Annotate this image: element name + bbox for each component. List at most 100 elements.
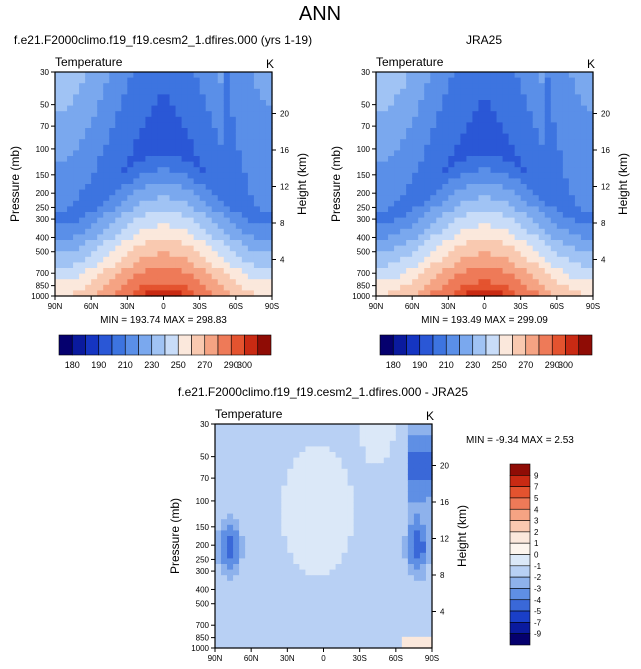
field-cell [520, 262, 528, 269]
field-cell [287, 424, 294, 431]
field-cell [425, 485, 433, 492]
field-cell [233, 452, 240, 459]
field-cell [562, 178, 570, 185]
field-cell [353, 541, 361, 548]
field-cell [175, 189, 183, 196]
field-cell [139, 128, 147, 135]
field-cell [91, 172, 98, 179]
field-cell [227, 558, 234, 565]
field-cell [265, 228, 273, 235]
field-cell [323, 468, 331, 475]
field-cell [133, 212, 140, 219]
field-cell [448, 284, 455, 291]
field-cell [61, 200, 68, 207]
field-cell [109, 128, 116, 135]
field-cell [466, 105, 474, 112]
field-cell [418, 178, 425, 185]
field-cell [359, 468, 367, 475]
field-cell [205, 88, 213, 95]
field-cell [217, 245, 225, 252]
field-cell [227, 608, 234, 615]
field-cell [472, 279, 480, 286]
colorbar-box [445, 334, 460, 356]
field-cell [520, 256, 528, 263]
field-cell [586, 100, 594, 107]
field-cell [568, 234, 576, 241]
field-cell [109, 223, 116, 230]
field-cell [454, 161, 461, 168]
field-cell [115, 256, 122, 263]
field-cell [121, 279, 128, 286]
field-cell [508, 150, 516, 157]
field-cell [121, 268, 128, 275]
field-cell [205, 105, 213, 112]
field-cell [253, 206, 261, 213]
field-cell [365, 496, 373, 503]
field-cell [520, 83, 528, 90]
field-cell [91, 262, 98, 269]
field-cell [371, 603, 379, 610]
field-cell [406, 161, 413, 168]
field-cell [305, 524, 313, 531]
field-cell [419, 592, 427, 599]
field-cell [67, 172, 74, 179]
field-cell [496, 268, 504, 275]
field-cell [544, 212, 552, 219]
field-cell [61, 150, 68, 157]
field-cell [574, 128, 582, 135]
field-cell [556, 100, 564, 107]
field-cell [133, 161, 140, 168]
field-cell [317, 491, 325, 498]
field-cell [121, 111, 128, 118]
field-cell [305, 457, 313, 464]
field-cell [259, 105, 267, 112]
field-cell [79, 128, 86, 135]
field-cell [365, 502, 373, 509]
field-cell [305, 575, 313, 582]
field-cell [359, 592, 367, 599]
field-cell [413, 569, 421, 576]
field-cell [67, 72, 74, 79]
field-cell [376, 245, 383, 252]
field-cell [412, 94, 419, 101]
field-cell [520, 212, 528, 219]
field-cell [556, 217, 564, 224]
field-cell [139, 234, 147, 241]
field-cell [163, 279, 171, 286]
field-cell [127, 122, 134, 129]
field-cell [544, 133, 552, 140]
field-cell [436, 150, 443, 157]
field-cell [425, 642, 433, 649]
field-cell [233, 608, 240, 615]
field-cell [145, 167, 153, 174]
field-cell [127, 83, 134, 90]
field-cell [407, 452, 415, 459]
field-cell [259, 144, 267, 151]
field-cell [448, 268, 455, 275]
field-cell [235, 217, 243, 224]
field-cell [335, 636, 343, 643]
field-cell [103, 77, 110, 84]
field-cell [199, 212, 207, 219]
field-cell [395, 480, 403, 487]
field-cell [502, 189, 510, 196]
field-cell [377, 575, 385, 582]
field-cell [145, 212, 153, 219]
field-cell [61, 268, 68, 275]
field-cell [520, 251, 528, 258]
field-cell [61, 178, 68, 185]
field-cell [227, 446, 234, 453]
field-cell [311, 547, 319, 554]
field-cell [353, 446, 361, 453]
field-cell [229, 72, 237, 79]
field-cell [329, 569, 337, 576]
field-cell [430, 105, 437, 112]
field-cell [109, 172, 116, 179]
field-cell [329, 603, 337, 610]
field-cell [109, 161, 116, 168]
field-cell [187, 240, 195, 247]
field-cell [568, 223, 576, 230]
field-cell [205, 234, 213, 241]
field-cell [323, 491, 331, 498]
lat-tick-label: 0 [482, 302, 487, 311]
